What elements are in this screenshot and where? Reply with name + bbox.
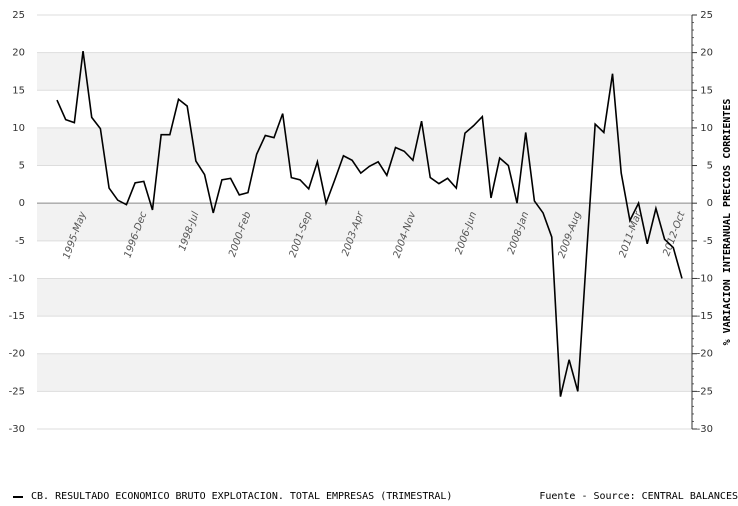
y2-tick-label: -25 <box>697 386 713 397</box>
y-tick-label: -10 <box>9 273 25 284</box>
y-tick-label: 0 <box>19 198 25 209</box>
y-tick-label: -5 <box>15 236 25 247</box>
y2-tick-label: -30 <box>697 424 713 435</box>
y-tick-label: 15 <box>12 85 25 96</box>
y-tick-label: -25 <box>9 386 25 397</box>
grid-band <box>37 278 692 317</box>
grid-band <box>37 353 692 392</box>
y2-tick-label: 0 <box>707 198 713 209</box>
grid-band <box>37 52 692 91</box>
y2-tick-label: 20 <box>700 48 713 59</box>
y2-tick-label: 10 <box>700 123 713 134</box>
y-tick-label: 20 <box>12 48 25 59</box>
legend-label: CB. RESULTADO ECONOMICO BRUTO EXPLOTACIO… <box>31 491 452 502</box>
data-line <box>56 51 683 397</box>
y2-tick-label: 25 <box>700 10 713 21</box>
y2-tick-label: -10 <box>697 273 713 284</box>
y-tick-label: 10 <box>12 123 25 134</box>
y2-tick-label: -15 <box>697 311 713 322</box>
y-tick-label: -15 <box>9 311 25 322</box>
y-tick-label: -20 <box>9 349 25 360</box>
y2-axis-label: % VARIACION INTERANUAL PRECIOS CORRIENTE… <box>722 99 733 346</box>
y-tick-label: 5 <box>19 161 25 172</box>
y2-tick-label: -5 <box>703 236 713 247</box>
y2-tick-label: -20 <box>697 349 713 360</box>
grid-band <box>37 203 692 241</box>
y2-tick-label: 15 <box>700 85 713 96</box>
y2-tick-label: 5 <box>707 161 713 172</box>
y-tick-label: 25 <box>12 10 25 21</box>
y-tick-label: -30 <box>9 424 25 435</box>
grid-band <box>37 127 692 166</box>
source-note: Fuente - Source: CENTRAL BALANCES <box>539 491 738 502</box>
grid-bands <box>37 52 692 392</box>
